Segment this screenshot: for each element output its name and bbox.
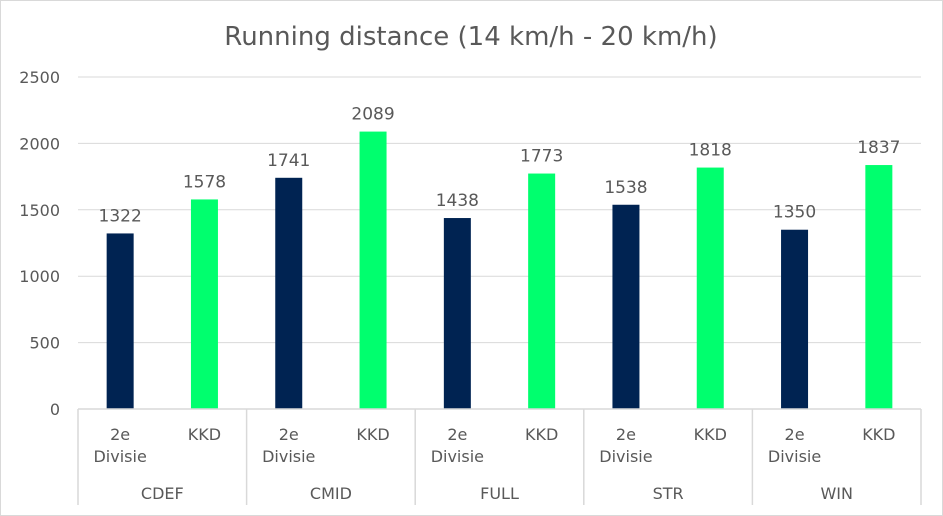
bar <box>528 173 556 409</box>
subcategory-label: 2e <box>110 425 130 444</box>
subcategory-label: Divisie <box>768 447 821 466</box>
group-label: CMID <box>310 484 352 503</box>
bars: 1322 1578 1741 2089 1438 1773 1538 1818 1350 1837 <box>99 105 900 409</box>
subcategory-label: 2e <box>616 425 636 444</box>
y-tick-label: 0 <box>50 400 60 419</box>
gridlines <box>78 76 921 344</box>
subcategory-label: KKD <box>525 425 558 444</box>
data-label: 1741 <box>267 151 310 171</box>
bar <box>612 204 640 409</box>
bar <box>696 167 724 409</box>
group-label: CDEF <box>141 484 184 503</box>
data-label: 1438 <box>436 191 479 211</box>
y-tick-label: 1000 <box>19 267 60 286</box>
data-label: 1538 <box>604 178 647 198</box>
data-label: 1322 <box>99 206 142 226</box>
data-label: 1818 <box>689 141 732 161</box>
data-label: 2089 <box>351 105 394 125</box>
bar <box>190 199 218 409</box>
data-label: 1350 <box>773 203 816 223</box>
subcategory-label: Divisie <box>93 447 146 466</box>
data-label: 1578 <box>183 172 226 192</box>
bar <box>443 218 471 409</box>
bar <box>359 131 387 409</box>
y-tick-label: 2500 <box>19 68 60 87</box>
data-label: 1837 <box>857 138 900 158</box>
subcategory-label: 2e <box>447 425 467 444</box>
y-tick-label: 500 <box>29 334 60 353</box>
subcategory-label: KKD <box>694 425 727 444</box>
bar <box>781 229 809 409</box>
bar <box>106 233 134 409</box>
y-tick-label: 1500 <box>19 201 60 220</box>
subcategory-label: KKD <box>862 425 895 444</box>
y-axis: 0 500 1000 1500 2000 2500 <box>19 68 60 419</box>
bar <box>865 165 893 409</box>
y-tick-label: 2000 <box>19 134 60 153</box>
subcategory-label: KKD <box>356 425 389 444</box>
data-label: 1773 <box>520 147 563 167</box>
group-label: STR <box>653 484 684 503</box>
subcategory-label: Divisie <box>431 447 484 466</box>
chart-title: Running distance (14 km/h - 20 km/h) <box>224 22 717 52</box>
subcategory-label: Divisie <box>599 447 652 466</box>
x-axis: CDEF 2e Divisie KKD CMID 2e Divisie KKD FULL 2e Di… <box>77 408 922 505</box>
bar <box>275 177 303 409</box>
subcategory-label: 2e <box>279 425 299 444</box>
subcategory-label: KKD <box>188 425 221 444</box>
group-label: WIN <box>820 484 853 503</box>
group-label: FULL <box>480 484 519 503</box>
subcategory-label: Divisie <box>262 447 315 466</box>
subcategory-label: 2e <box>785 425 805 444</box>
